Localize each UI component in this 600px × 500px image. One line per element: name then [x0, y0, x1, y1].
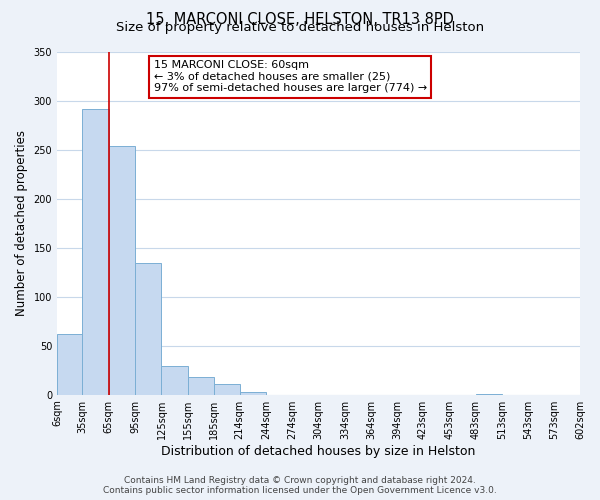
Bar: [239, 392, 266, 394]
Bar: [161, 366, 188, 394]
Text: Size of property relative to detached houses in Helston: Size of property relative to detached ho…: [116, 22, 484, 35]
Bar: [82, 110, 109, 395]
Bar: [188, 377, 214, 394]
Bar: [135, 264, 161, 394]
Text: 15, MARCONI CLOSE, HELSTON, TR13 8PD: 15, MARCONI CLOSE, HELSTON, TR13 8PD: [146, 12, 454, 26]
X-axis label: Distribution of detached houses by size in Helston: Distribution of detached houses by size …: [161, 444, 476, 458]
Text: Contains HM Land Registry data © Crown copyright and database right 2024.
Contai: Contains HM Land Registry data © Crown c…: [103, 476, 497, 495]
Bar: [109, 146, 135, 394]
Bar: [214, 384, 239, 394]
Text: 15 MARCONI CLOSE: 60sqm
← 3% of detached houses are smaller (25)
97% of semi-det: 15 MARCONI CLOSE: 60sqm ← 3% of detached…: [154, 60, 427, 94]
Bar: [57, 334, 82, 394]
Y-axis label: Number of detached properties: Number of detached properties: [15, 130, 28, 316]
